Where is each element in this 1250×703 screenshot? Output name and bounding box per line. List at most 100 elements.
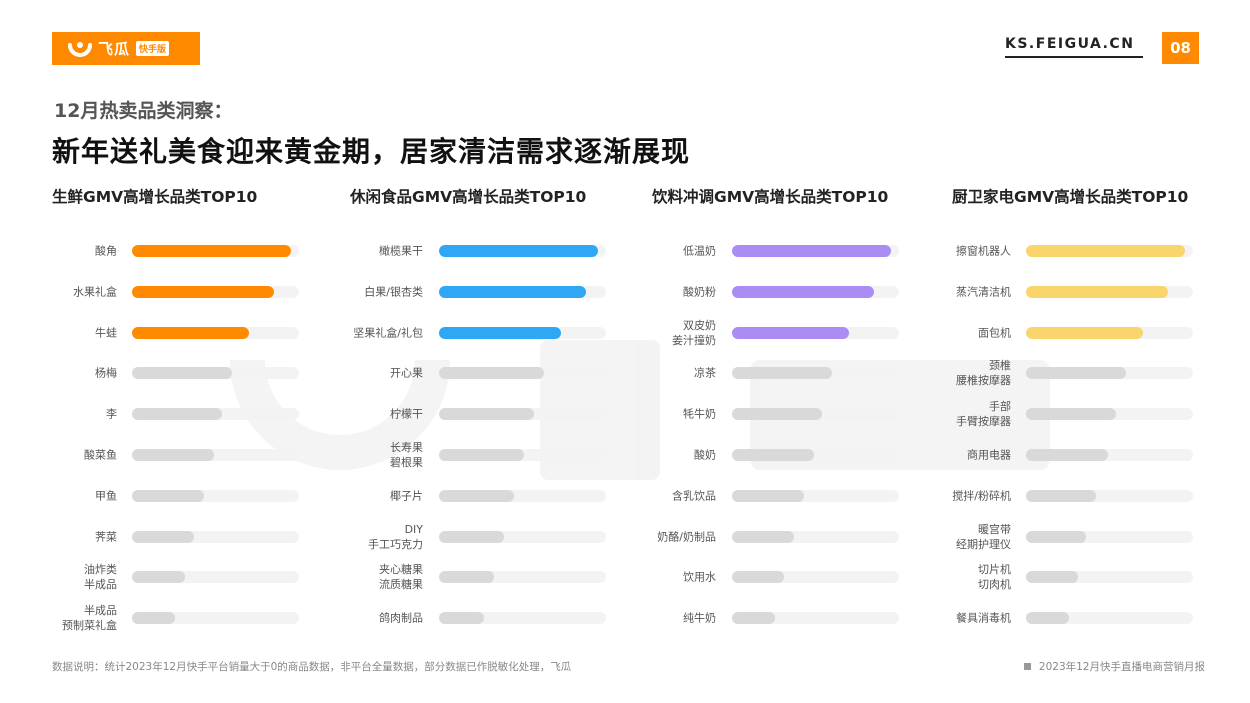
category-label-box: 凉茶	[652, 356, 716, 390]
bar-row: 坚果礼盒/礼包	[350, 316, 650, 350]
page-subtitle: 12月热卖品类洞察：	[54, 100, 233, 122]
category-label: 牛蛙	[95, 326, 117, 340]
category-label-box: 夹心糖果 流质糖果	[350, 560, 423, 594]
bar-row: 饮用水	[652, 560, 952, 594]
bar	[439, 571, 495, 584]
bar-track	[439, 245, 606, 257]
category-label: 杨梅	[95, 366, 117, 380]
bar-row: 夹心糖果 流质糖果	[350, 560, 650, 594]
brand-badge: 快手版	[136, 41, 170, 56]
category-label: 酸菜鱼	[84, 448, 117, 462]
bar	[132, 489, 204, 502]
category-label-box: 柠檬干	[350, 397, 423, 431]
bar-row: 酸角	[52, 234, 352, 268]
bar-row: 甲鱼	[52, 479, 352, 513]
category-label: 李	[106, 407, 117, 421]
bar-row: 牦牛奶	[652, 397, 952, 431]
category-label: 商用电器	[967, 448, 1011, 462]
category-label-box: 手部 手臂按摩器	[952, 397, 1011, 431]
bar-track	[439, 285, 606, 298]
bar-track	[132, 449, 299, 461]
category-label-box: 甲鱼	[52, 479, 117, 513]
bar-track	[439, 612, 606, 625]
bar	[732, 245, 891, 257]
bar-row: 纯牛奶	[652, 601, 952, 635]
bar-track	[1026, 449, 1193, 461]
category-label: 半成品 预制菜礼盒	[62, 604, 117, 633]
bar-row: 酸奶	[652, 438, 952, 472]
category-label-box: 橄榄果干	[350, 234, 423, 268]
bar	[132, 326, 249, 339]
category-label: 酸奶	[694, 448, 716, 462]
bar-track	[439, 326, 606, 339]
category-label-box: 开心果	[350, 356, 423, 390]
category-label: 暖宫带 经期护理仪	[956, 522, 1011, 551]
bar	[132, 449, 214, 461]
bar-row: 柠檬干	[350, 397, 650, 431]
site-url[interactable]: KS.FEIGUA.CN	[1005, 36, 1143, 58]
category-label-box: 暖宫带 经期护理仪	[952, 520, 1011, 554]
feigua-logo-icon	[68, 41, 92, 57]
bar-track	[1026, 285, 1193, 298]
bar	[1026, 571, 1078, 584]
bar-row: 李	[52, 397, 352, 431]
category-label-box: 商用电器	[952, 438, 1011, 472]
category-label-box: 餐具消毒机	[952, 601, 1011, 635]
bar-row: 面包机	[952, 316, 1250, 350]
page-title: 新年送礼美食迎来黄金期，居家清洁需求逐渐展现	[52, 135, 691, 168]
category-label-box: 牛蛙	[52, 316, 117, 350]
category-label: 双皮奶 姜汁撞奶	[672, 318, 716, 347]
bar-track	[132, 612, 299, 625]
bar-track	[132, 571, 299, 584]
chart-title: 生鲜GMV高增长品类TOP10	[52, 188, 258, 206]
bar	[1026, 245, 1185, 257]
category-label-box: 荠菜	[52, 520, 117, 554]
bar-track	[132, 408, 299, 421]
bar	[132, 571, 186, 584]
bar-track	[439, 449, 606, 461]
bar	[732, 612, 776, 625]
bar-row: 双皮奶 姜汁撞奶	[652, 316, 952, 350]
bar-row: 搅拌/粉碎机	[952, 479, 1250, 513]
bar	[732, 326, 849, 339]
bar-row: 酸奶粉	[652, 275, 952, 309]
bar-track	[1026, 530, 1193, 543]
bar-track	[1026, 612, 1193, 625]
category-label: 含乳饮品	[672, 489, 716, 503]
chart-panel-beverages: 饮料冲调GMV高增长品类TOP10 低温奶 酸奶粉 双皮奶 姜汁撞奶 凉茶 牦牛奶 酸奶 含乳…	[652, 185, 952, 645]
bar-row: 酸菜鱼	[52, 438, 352, 472]
category-label: 蒸汽清洁机	[956, 285, 1011, 299]
report-label: 2023年12月快手直播电商营销月报	[1023, 659, 1205, 674]
bar	[132, 245, 291, 257]
category-label: 面包机	[978, 326, 1011, 340]
bar	[732, 408, 823, 421]
category-label-box: 奶酪/奶制品	[652, 520, 716, 554]
category-label-box: 半成品 预制菜礼盒	[52, 601, 117, 635]
bar-track	[1026, 571, 1193, 584]
category-label: 凉茶	[694, 366, 716, 380]
category-label: 奶酪/奶制品	[657, 530, 716, 544]
bar-track	[732, 408, 899, 421]
bar	[439, 245, 598, 257]
bar-row: 橄榄果干	[350, 234, 650, 268]
bar-track	[439, 408, 606, 421]
bar-track	[439, 571, 606, 584]
chart-panel-appliances: 厨卫家电GMV高增长品类TOP10 擦窗机器人 蒸汽清洁机 面包机 颈椎 腰椎按摩器 手部…	[952, 185, 1250, 645]
bar	[132, 408, 223, 421]
category-label: 开心果	[390, 366, 423, 380]
bar	[439, 326, 561, 339]
category-label-box: 坚果礼盒/礼包	[350, 316, 423, 350]
category-label-box: 鸽肉制品	[350, 601, 423, 635]
category-label: 坚果礼盒/礼包	[353, 326, 423, 340]
bar-row: 椰子片	[350, 479, 650, 513]
bar-track	[1026, 326, 1193, 339]
bar	[439, 285, 586, 298]
bar-row: 含乳饮品	[652, 479, 952, 513]
bar-track	[1026, 408, 1193, 421]
category-label-box: 酸菜鱼	[52, 438, 117, 472]
bar-track	[732, 530, 899, 543]
chart-title: 休闲食品GMV高增长品类TOP10	[350, 188, 587, 206]
category-label: 牦牛奶	[683, 407, 716, 421]
bar	[439, 449, 525, 461]
bar-row: 荠菜	[52, 520, 352, 554]
